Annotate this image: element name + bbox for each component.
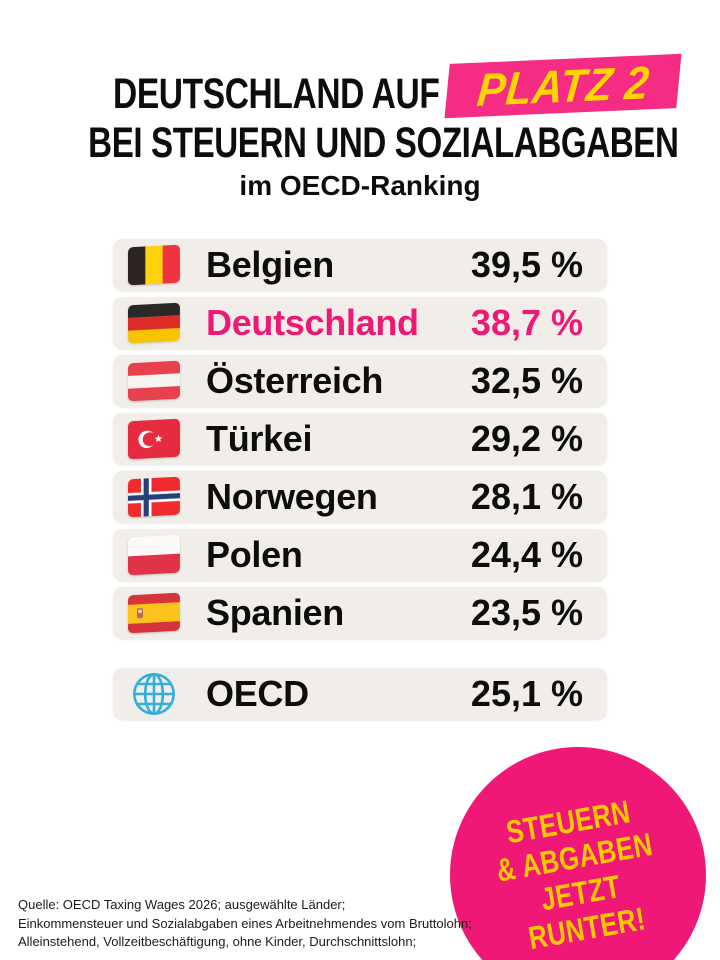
spain-flag-icon (128, 592, 180, 634)
subtitle: im OECD-Ranking (239, 170, 481, 201)
sticker-badge: STEUERN & ABGABEN JETZT RUNTER! (450, 747, 706, 960)
country-label: Spanien (206, 592, 344, 633)
ranking-row-norwegen: Norwegen 28,1 % (113, 471, 607, 523)
ranking-list: Belgien 39,5 % Deutschland 38,7 % (113, 239, 607, 726)
country-label: Polen (206, 534, 303, 575)
country-label: Norwegen (206, 476, 378, 517)
globe-icon (128, 672, 180, 716)
germany-flag-icon (128, 302, 180, 344)
country-value: 38,7 % (470, 302, 583, 343)
ranking-row-deutschland: Deutschland 38,7 % (113, 297, 607, 349)
country-label: Deutschland (206, 302, 419, 343)
title-line2: BEI STEUERN UND SOZIALABGABEN (88, 119, 679, 167)
source-line: Quelle: OECD Taxing Wages 2026; ausgewäh… (18, 897, 346, 912)
oecd-value: 25,1 % (470, 673, 583, 714)
turkey-flag-icon (128, 418, 180, 460)
country-value: 28,1 % (470, 476, 583, 517)
platz-2-badge-label: PLATZ 2 (474, 56, 652, 116)
ranking-row-oecd: OECD 25,1 % (113, 668, 607, 720)
austria-flag-icon (128, 360, 180, 402)
country-label: Österreich (206, 360, 384, 401)
ranking-row-polen: Polen 24,4 % (113, 529, 607, 581)
sticker-text: STEUERN & ABGABEN JETZT RUNTER! (488, 790, 668, 959)
source-line: Einkommensteuer und Sozialabgaben eines … (18, 915, 472, 931)
norway-flag-icon (128, 476, 180, 518)
ranking-row-tuerkei: Türkei 29,2 % (113, 413, 607, 465)
country-value: 23,5 % (470, 592, 583, 633)
ranking-row-spanien: Spanien 23,5 % (113, 587, 607, 639)
title-line1: DEUTSCHLAND AUF (113, 70, 440, 118)
platz-2-badge: PLATZ 2 (444, 53, 682, 119)
source-line: Alleinstehend, Vollzeitbeschäftigung, oh… (18, 934, 417, 949)
source-note: Quelle: OECD Taxing Wages 2026; ausgewäh… (18, 896, 472, 952)
oecd-label: OECD (206, 673, 309, 714)
country-value: 29,2 % (470, 418, 583, 459)
country-label: Belgien (206, 244, 334, 285)
poland-flag-icon (128, 534, 180, 576)
belgium-flag-icon (128, 244, 180, 286)
ranking-row-oesterreich: Österreich 32,5 % (113, 355, 607, 407)
country-value: 32,5 % (470, 360, 583, 401)
country-value: 39,5 % (470, 244, 583, 285)
country-value: 24,4 % (470, 534, 583, 575)
country-label: Türkei (206, 418, 313, 459)
ranking-row-belgien: Belgien 39,5 % (113, 239, 607, 291)
